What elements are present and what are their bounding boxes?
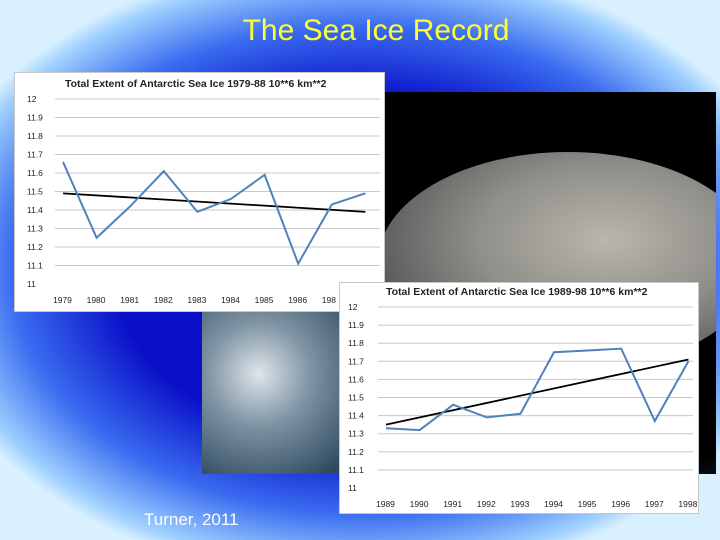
chart-1979-88-svg: Total Extent of Antarctic Sea Ice 1979-8… <box>27 78 380 305</box>
series-line <box>385 347 690 432</box>
x-tick-label: 1990 <box>410 499 429 509</box>
y-tick-label: 11.7 <box>27 150 43 160</box>
series-line <box>62 161 366 266</box>
chart-1979-88: Total Extent of Antarctic Sea Ice 1979-8… <box>14 72 385 312</box>
y-tick-label: 11.6 <box>348 374 364 384</box>
slide-title: The Sea Ice Record <box>242 14 510 47</box>
x-tick-label: 1997 <box>645 499 664 509</box>
chart-title: Total Extent of Antarctic Sea Ice 1989-9… <box>386 286 648 298</box>
chart-1989-98-svg: Total Extent of Antarctic Sea Ice 1989-9… <box>348 286 698 509</box>
trendline <box>385 358 689 426</box>
y-tick-label: 11.9 <box>348 320 364 330</box>
y-tick-label: 11.4 <box>348 411 364 421</box>
y-tick-label: 12 <box>27 94 37 104</box>
y-tick-label: 11.7 <box>348 356 364 366</box>
y-tick-label: 12 <box>348 302 358 312</box>
x-tick-label: 1995 <box>578 499 597 509</box>
x-tick-label: 1982 <box>154 295 173 305</box>
x-tick-label: 1993 <box>510 499 529 509</box>
chart-1989-98: Total Extent of Antarctic Sea Ice 1989-9… <box>339 282 699 514</box>
y-tick-label: 11.9 <box>27 113 43 123</box>
y-tick-label: 11.8 <box>27 131 43 141</box>
y-tick-label: 11.1 <box>27 261 43 271</box>
x-tick-label: 1991 <box>443 499 462 509</box>
credit-caption: Turner, 2011 <box>144 510 239 529</box>
x-tick-label: 1992 <box>477 499 496 509</box>
x-tick-label: 1986 <box>288 295 307 305</box>
y-tick-label: 11.2 <box>27 242 43 252</box>
x-tick-label: 1985 <box>255 295 274 305</box>
x-tick-label: 1981 <box>120 295 139 305</box>
y-tick-label: 11.5 <box>348 393 364 403</box>
x-tick-label: 1989 <box>376 499 395 509</box>
x-tick-label: 1983 <box>187 295 206 305</box>
trendline <box>62 192 366 213</box>
y-tick-label: 11.3 <box>348 429 364 439</box>
x-tick-label: 1998 <box>678 499 697 509</box>
x-tick-label: 1980 <box>87 295 106 305</box>
y-tick-label: 11.1 <box>348 465 364 475</box>
y-tick-label: 11.5 <box>27 187 43 197</box>
x-tick-label: 1996 <box>611 499 630 509</box>
x-tick-label: 198 <box>322 295 336 305</box>
y-tick-label: 11.3 <box>27 224 43 234</box>
y-tick-label: 11 <box>348 483 357 493</box>
y-tick-label: 11.8 <box>348 338 364 348</box>
y-tick-label: 11.6 <box>27 168 43 178</box>
x-tick-label: 1984 <box>221 295 240 305</box>
y-tick-label: 11 <box>27 279 36 289</box>
y-tick-label: 11.2 <box>348 447 364 457</box>
y-tick-label: 11.4 <box>27 205 43 215</box>
x-tick-label: 1994 <box>544 499 563 509</box>
x-tick-label: 1979 <box>53 295 72 305</box>
chart-title: Total Extent of Antarctic Sea Ice 1979-8… <box>65 78 327 90</box>
